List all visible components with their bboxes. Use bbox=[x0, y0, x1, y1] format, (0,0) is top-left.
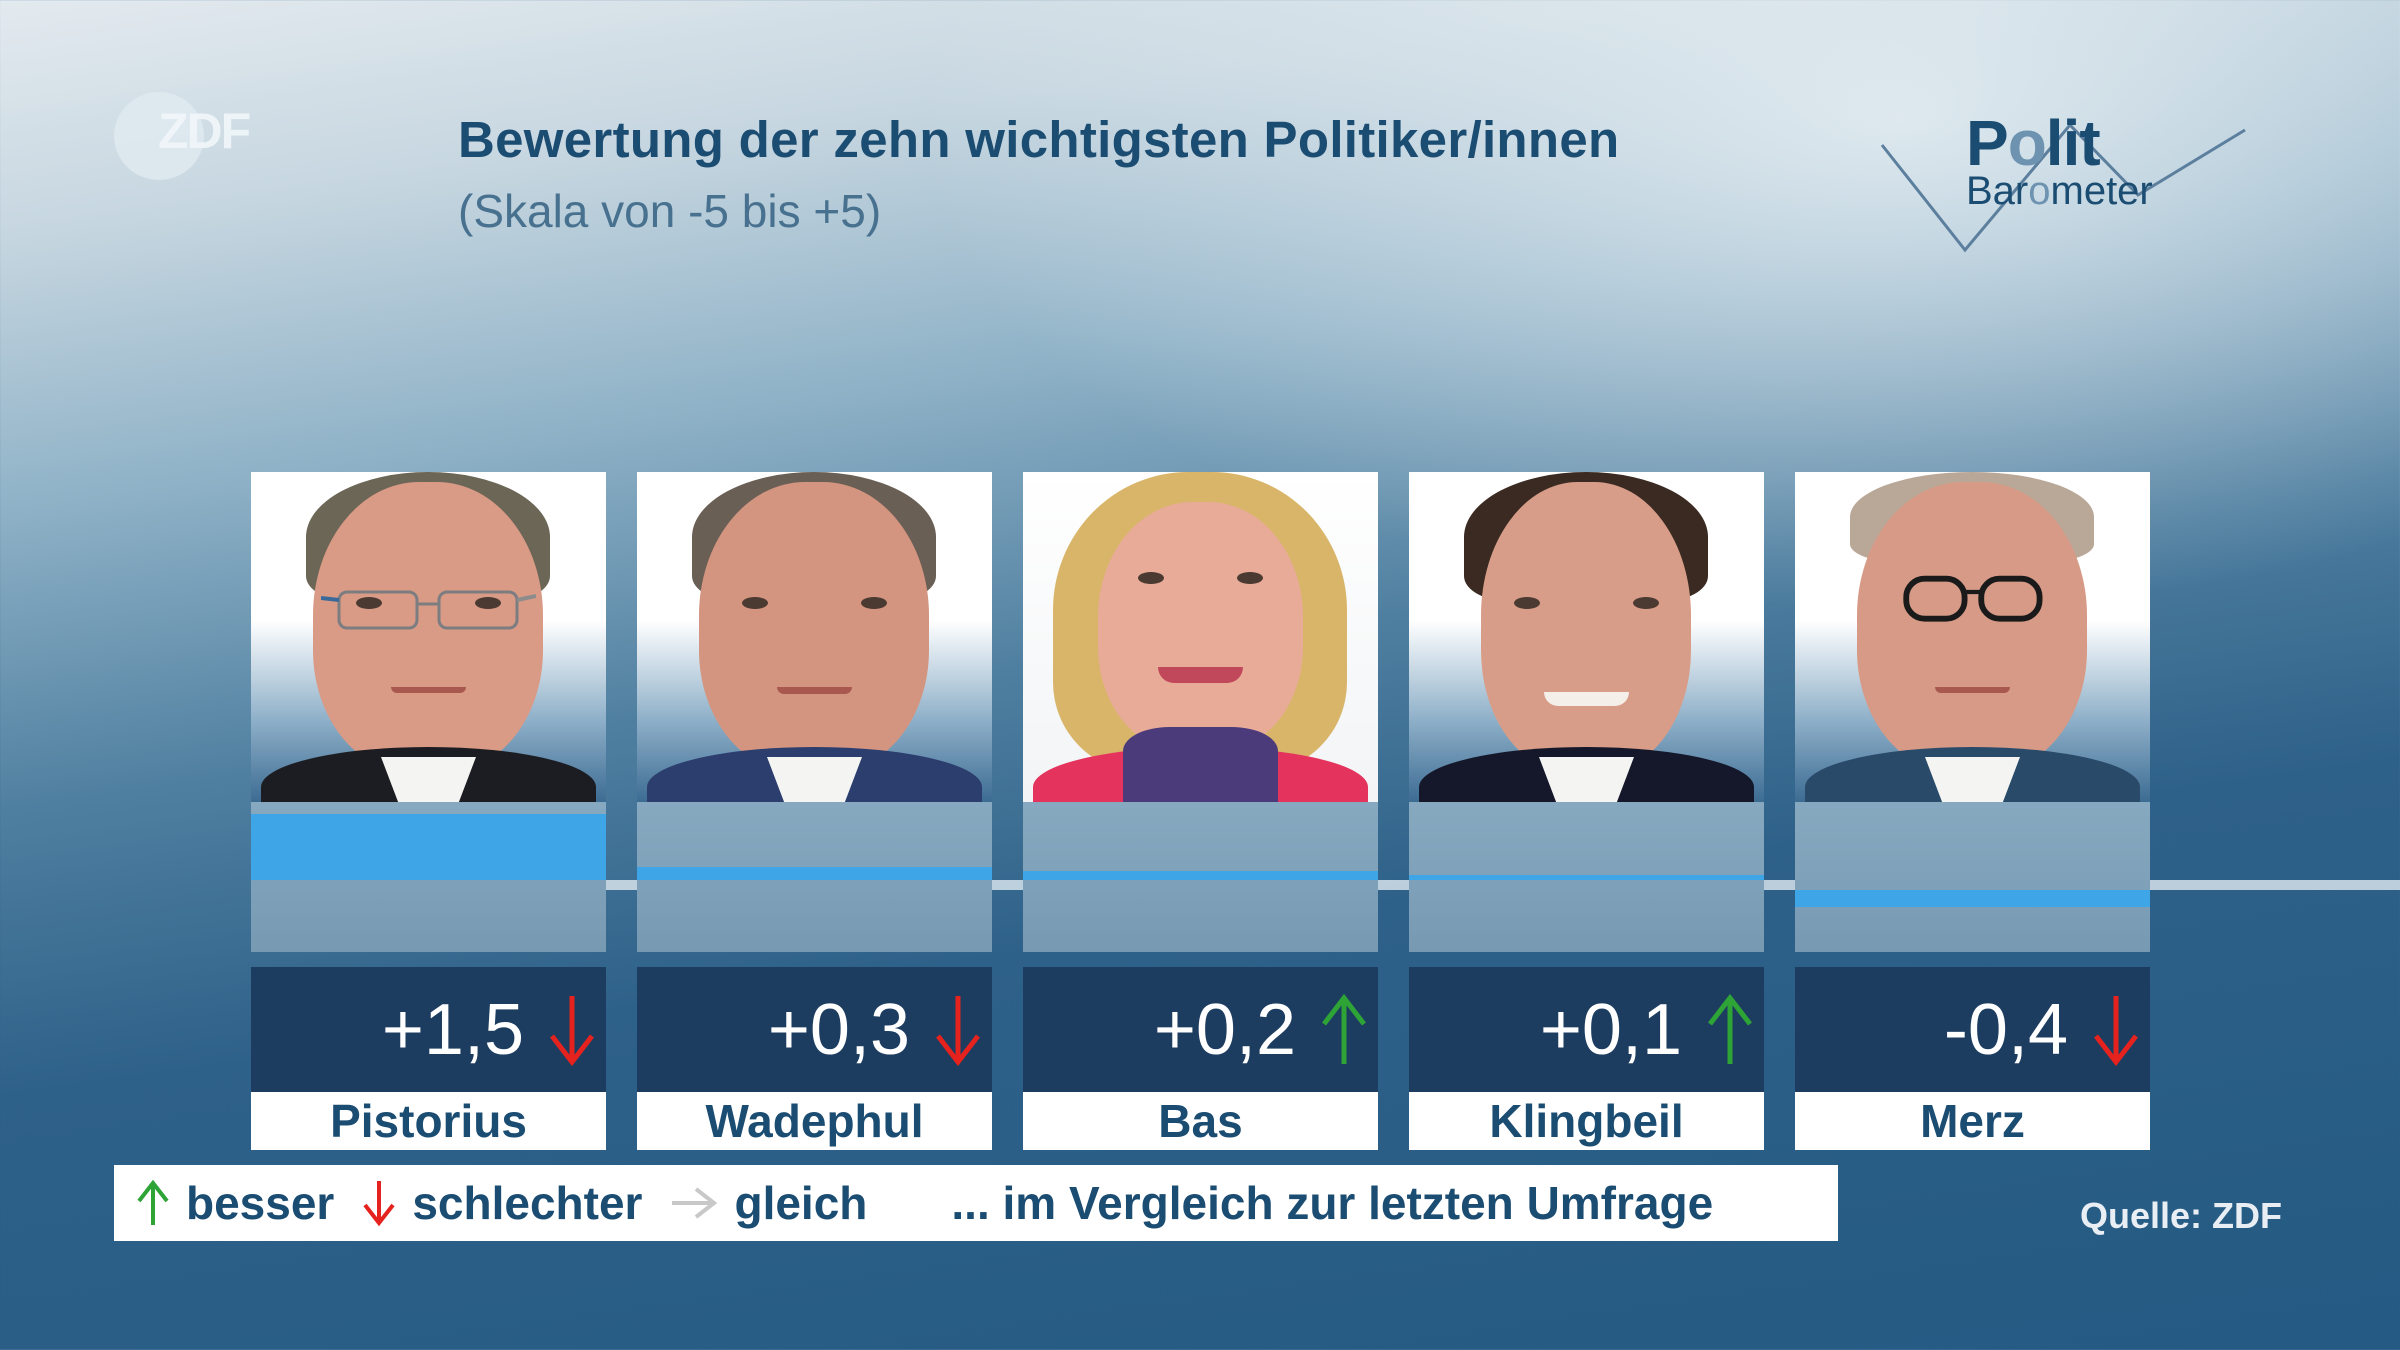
politician-name: Pistorius bbox=[330, 1095, 527, 1147]
arrow-down-icon bbox=[936, 995, 980, 1066]
photo-mouth bbox=[391, 687, 466, 693]
arrow-right-icon bbox=[672, 1187, 718, 1219]
bar-track bbox=[1795, 802, 2150, 952]
arrow-up-icon bbox=[1322, 993, 1366, 1064]
politbarometer-logo: Polit Barometer bbox=[1880, 95, 2260, 255]
rating-value: -0,4 bbox=[1943, 989, 2068, 1070]
politician-name: Wadephul bbox=[705, 1095, 924, 1147]
politician-name-strip: Pistorius bbox=[251, 1092, 606, 1150]
politician-name: Klingbeil bbox=[1489, 1095, 1684, 1147]
arrow-up-icon bbox=[1708, 993, 1752, 1064]
rating-value: +0,2 bbox=[1153, 989, 1296, 1070]
source-label: Quelle: ZDF bbox=[2080, 1195, 2283, 1236]
politician-name-strip: Klingbeil bbox=[1409, 1092, 1764, 1150]
photo-collar bbox=[767, 757, 862, 802]
photo-collar bbox=[1925, 757, 2020, 802]
politician-name: Merz bbox=[1920, 1095, 2025, 1147]
bar-track bbox=[637, 802, 992, 952]
legend-label: besser bbox=[186, 1177, 335, 1229]
politician-card: +0,3 Wadephul bbox=[637, 472, 992, 1150]
zdf-logo: ZDF bbox=[114, 92, 274, 182]
politician-card: +0,2 Bas bbox=[1023, 472, 1378, 1150]
politician-photo bbox=[1023, 472, 1378, 802]
rating-bar bbox=[1409, 875, 1764, 880]
politician-name: Bas bbox=[1158, 1095, 1243, 1147]
rating-bar bbox=[251, 814, 606, 880]
photo-turtleneck bbox=[1123, 727, 1278, 802]
chart-subtitle: (Skala von -5 bis +5) bbox=[458, 185, 882, 237]
politbarometer-logo-line2: Barometer bbox=[1966, 169, 2153, 213]
photo-eyes bbox=[356, 597, 501, 611]
politician-name-strip: Merz bbox=[1795, 1092, 2150, 1150]
zigzag-line-icon bbox=[1880, 122, 2246, 253]
rating-value-box: +0,1 bbox=[1409, 967, 1764, 1092]
rating-value-box: +0,3 bbox=[637, 967, 992, 1092]
photo-face bbox=[699, 482, 929, 772]
legend-label: gleich bbox=[734, 1177, 868, 1229]
photo-collar bbox=[381, 757, 476, 802]
politician-photo bbox=[251, 472, 606, 802]
rating-bar bbox=[1023, 871, 1378, 880]
zdf-logo-text: ZDF bbox=[158, 103, 251, 159]
politician-photo bbox=[1409, 472, 1764, 802]
rating-value-box: +1,5 bbox=[251, 967, 606, 1092]
politician-card: +1,5 Pistorius bbox=[251, 472, 606, 1150]
politician-name-strip: Wadephul bbox=[637, 1092, 992, 1150]
photo-collar bbox=[1539, 757, 1634, 802]
photo-eyes bbox=[1514, 597, 1659, 611]
glasses-icon bbox=[321, 590, 536, 630]
legend-note: ... im Vergleich zur letzten Umfrage bbox=[951, 1177, 1714, 1229]
photo-face bbox=[1098, 502, 1303, 752]
rating-value-box: +0,2 bbox=[1023, 967, 1378, 1092]
politician-photo bbox=[637, 472, 992, 802]
politician-name-strip: Bas bbox=[1023, 1092, 1378, 1150]
legend-item-schlechter: schlechter bbox=[362, 1179, 642, 1227]
politician-card: -0,4 Merz bbox=[1795, 472, 2150, 1150]
rating-value: +0,1 bbox=[1539, 989, 1682, 1070]
zdf-logo-circle bbox=[114, 92, 204, 180]
photo-eyes bbox=[742, 597, 887, 611]
trend-legend: besser schlechter gleich ... im Vergleic… bbox=[114, 1165, 1838, 1241]
photo-mouth bbox=[777, 687, 852, 694]
arrow-down-icon bbox=[2094, 995, 2138, 1066]
photo-mouth bbox=[1935, 687, 2010, 693]
legend-label: schlechter bbox=[412, 1177, 643, 1229]
legend-item-gleich: gleich bbox=[670, 1179, 867, 1227]
photo-mouth bbox=[1158, 667, 1243, 683]
photo-face bbox=[1481, 482, 1691, 772]
rating-bar bbox=[637, 867, 992, 880]
rating-value: +1,5 bbox=[381, 989, 524, 1070]
photo-mouth bbox=[1544, 692, 1629, 706]
rating-value: +0,3 bbox=[767, 989, 910, 1070]
arrow-down-icon bbox=[363, 1181, 395, 1227]
politician-card: +0,1 Klingbeil bbox=[1409, 472, 1764, 1150]
bar-track bbox=[1023, 802, 1378, 952]
politbarometer-logo-line1: Polit bbox=[1966, 107, 2101, 179]
photo-face bbox=[1857, 482, 2087, 772]
arrow-up-icon bbox=[137, 1179, 169, 1225]
arrow-down-icon bbox=[550, 995, 594, 1066]
photo-eyes bbox=[1138, 572, 1263, 586]
glasses-icon bbox=[1903, 575, 2043, 622]
rating-value-box: -0,4 bbox=[1795, 967, 2150, 1092]
chart-title: Bewertung der zehn wichtigsten Politiker… bbox=[458, 111, 1620, 168]
politician-photo bbox=[1795, 472, 2150, 802]
rating-bar bbox=[1795, 890, 2150, 907]
legend-item-besser: besser bbox=[136, 1179, 334, 1227]
bar-track bbox=[1409, 802, 1764, 952]
bar-track bbox=[251, 802, 606, 952]
